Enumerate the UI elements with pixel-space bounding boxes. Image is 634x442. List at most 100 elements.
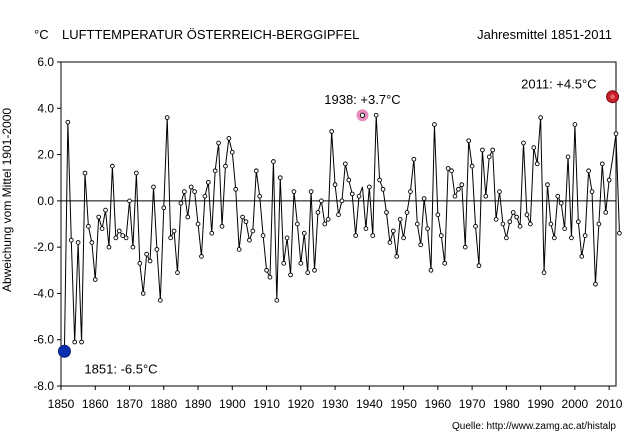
- data-point: [92, 277, 98, 282]
- data-point: [411, 156, 417, 162]
- data-point: [582, 233, 588, 238]
- data-point: [435, 212, 441, 218]
- data-point: [421, 196, 427, 201]
- data-point: [89, 240, 95, 245]
- data-point: [521, 140, 526, 146]
- data-point: [205, 179, 211, 185]
- data-point: [123, 235, 129, 241]
- data-point: [171, 228, 177, 234]
- y-tick-label: 2.0: [37, 148, 54, 162]
- data-point: [158, 298, 163, 303]
- data-point: [414, 221, 420, 227]
- data-point: [305, 270, 311, 275]
- data-point: [264, 267, 269, 273]
- data-point: [250, 228, 256, 234]
- data-point: [229, 149, 235, 155]
- data-point: [490, 147, 496, 153]
- data-point: [260, 233, 266, 238]
- plot-frame: [60, 61, 617, 387]
- data-point: [212, 168, 218, 174]
- data-point: [195, 221, 201, 227]
- y-tick-label: -4.0: [33, 286, 54, 300]
- data-point: [514, 214, 519, 220]
- data-point: [353, 233, 358, 238]
- data-point: [65, 119, 71, 125]
- data-point: [603, 210, 609, 215]
- data-point: [106, 244, 112, 250]
- data-point: [236, 247, 242, 252]
- data-point: [336, 212, 341, 218]
- data-point: [99, 226, 105, 231]
- data-point: [394, 254, 400, 259]
- y-tick-label: -2.0: [33, 240, 54, 254]
- x-tick-label: 1930: [322, 397, 349, 411]
- data-point: [438, 233, 444, 238]
- data-point: [240, 214, 245, 220]
- data-point: [531, 145, 537, 150]
- data-point: [346, 177, 352, 183]
- data-point: [284, 235, 290, 241]
- series-line: [63, 115, 620, 352]
- data-point: [425, 226, 430, 231]
- data-point: [541, 270, 547, 275]
- data-point: [281, 260, 287, 266]
- data-point: [466, 138, 472, 144]
- data-point: [298, 260, 304, 266]
- data-point: [233, 186, 239, 192]
- data-point: [432, 122, 437, 127]
- data-point: [562, 226, 567, 231]
- data-point: [103, 207, 108, 213]
- max-marker-2011-core: [610, 94, 615, 99]
- y-tick-label: -6.0: [33, 333, 54, 347]
- x-tick-label: 2010: [596, 397, 623, 411]
- data-point: [175, 270, 180, 275]
- data-point: [202, 193, 208, 199]
- data-point: [116, 228, 122, 234]
- unit-label: °C: [34, 27, 49, 42]
- data-point: [534, 161, 540, 167]
- data-point: [408, 189, 413, 194]
- data-point: [308, 189, 314, 194]
- data-point: [589, 189, 595, 194]
- data-point: [387, 240, 393, 245]
- x-tick-label: 1960: [425, 397, 452, 411]
- data-point: [209, 230, 215, 236]
- data-point: [483, 193, 489, 199]
- chart-title: LUFTTEMPERATUR ÖSTERREICH-BERGGIPFEL: [62, 27, 360, 42]
- data-point: [68, 237, 74, 243]
- data-point: [397, 217, 403, 222]
- data-point: [524, 212, 530, 218]
- data-point: [428, 267, 434, 273]
- data-point: [243, 219, 249, 225]
- data-point: [144, 251, 149, 257]
- data-point: [288, 272, 293, 278]
- x-tick-label: 1910: [253, 397, 280, 411]
- data-point: [593, 281, 598, 287]
- x-axis: 1850 1860 1870 1880 1890 1900 1910 1920 1930 1940…: [48, 386, 623, 411]
- x-tick-label: 1870: [116, 397, 143, 411]
- data-point: [127, 198, 132, 204]
- data-point: [575, 219, 581, 225]
- data-point: [339, 198, 345, 204]
- data-point: [315, 210, 321, 215]
- data-point: [223, 163, 228, 169]
- data-point: [555, 193, 561, 199]
- data-point: [599, 161, 605, 167]
- y-axis: -8.0 -6.0 -4.0 -2.0 0.0 2.0 4.0 6.0: [33, 55, 61, 393]
- data-point: [332, 182, 338, 188]
- data-point: [462, 244, 468, 250]
- data-point: [188, 184, 194, 190]
- data-point: [82, 170, 88, 176]
- x-tick-label: 1860: [82, 397, 109, 411]
- data-point: [168, 235, 173, 241]
- data-point: [510, 210, 516, 215]
- data-point: [569, 235, 574, 241]
- data-point: [565, 154, 571, 160]
- data-point: [72, 339, 78, 345]
- data-point: [548, 221, 554, 227]
- data-point: [500, 221, 506, 227]
- data-point: [418, 242, 424, 248]
- chart-period: Jahresmittel 1851-2011: [477, 27, 612, 42]
- data-point: [113, 235, 119, 241]
- y-tick-label: 6.0: [37, 55, 54, 69]
